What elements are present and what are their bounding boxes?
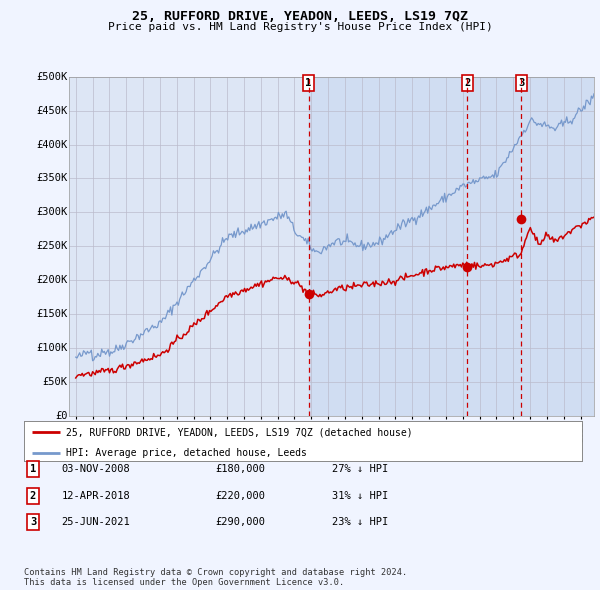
Text: £500K: £500K [36,72,67,81]
Text: £450K: £450K [36,106,67,116]
Text: £0: £0 [55,411,67,421]
Text: 31% ↓ HPI: 31% ↓ HPI [332,491,388,500]
Text: 25, RUFFORD DRIVE, YEADON, LEEDS, LS19 7QZ (detached house): 25, RUFFORD DRIVE, YEADON, LEEDS, LS19 7… [66,427,412,437]
Text: 1: 1 [30,464,36,474]
Text: 3: 3 [30,517,36,527]
Text: £350K: £350K [36,173,67,183]
Text: £200K: £200K [36,276,67,285]
Text: 1: 1 [305,78,312,88]
Text: £220,000: £220,000 [215,491,265,500]
Text: £290,000: £290,000 [215,517,265,527]
Text: £50K: £50K [43,377,67,387]
Text: 03-NOV-2008: 03-NOV-2008 [62,464,130,474]
Text: 23% ↓ HPI: 23% ↓ HPI [332,517,388,527]
Text: £400K: £400K [36,140,67,149]
Bar [308,77,594,416]
Text: £100K: £100K [36,343,67,353]
Text: £300K: £300K [36,208,67,217]
Text: Price paid vs. HM Land Registry's House Price Index (HPI): Price paid vs. HM Land Registry's House … [107,22,493,32]
Text: 25, RUFFORD DRIVE, YEADON, LEEDS, LS19 7QZ: 25, RUFFORD DRIVE, YEADON, LEEDS, LS19 7… [132,10,468,23]
Text: 2: 2 [464,78,470,88]
Text: 12-APR-2018: 12-APR-2018 [62,491,130,500]
Text: 2: 2 [30,491,36,500]
Text: £250K: £250K [36,241,67,251]
Text: 3: 3 [518,78,524,88]
Text: 25-JUN-2021: 25-JUN-2021 [62,517,130,527]
Text: £180,000: £180,000 [215,464,265,474]
Text: Contains HM Land Registry data © Crown copyright and database right 2024.
This d: Contains HM Land Registry data © Crown c… [24,568,407,587]
Text: HPI: Average price, detached house, Leeds: HPI: Average price, detached house, Leed… [66,448,307,458]
Text: 27% ↓ HPI: 27% ↓ HPI [332,464,388,474]
Text: £150K: £150K [36,309,67,319]
